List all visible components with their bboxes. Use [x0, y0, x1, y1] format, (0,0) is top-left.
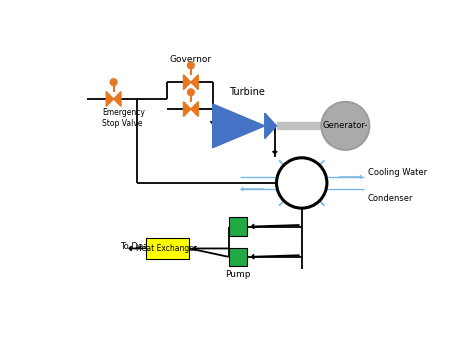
Polygon shape: [114, 91, 121, 106]
FancyBboxPatch shape: [228, 217, 247, 236]
Polygon shape: [265, 113, 276, 139]
Circle shape: [276, 158, 327, 208]
Polygon shape: [183, 75, 191, 90]
Text: To Deaerator: To Deaerator: [120, 242, 174, 251]
Polygon shape: [191, 102, 198, 117]
Polygon shape: [106, 91, 114, 106]
Text: Emergency
Stop Valve: Emergency Stop Valve: [102, 109, 145, 128]
Circle shape: [188, 89, 194, 96]
Text: Heat Exchanger-: Heat Exchanger-: [136, 244, 199, 253]
Circle shape: [321, 102, 370, 150]
FancyBboxPatch shape: [228, 248, 247, 266]
FancyBboxPatch shape: [146, 238, 189, 259]
Text: Governor: Governor: [170, 55, 212, 64]
Polygon shape: [213, 104, 265, 148]
Circle shape: [110, 79, 117, 86]
Text: Turbine: Turbine: [229, 87, 265, 97]
Polygon shape: [183, 102, 191, 117]
Text: Condenser: Condenser: [368, 194, 413, 202]
Text: Generator-: Generator-: [323, 121, 368, 131]
Text: Cooling Water: Cooling Water: [368, 168, 427, 177]
Text: Pump: Pump: [225, 270, 251, 279]
Polygon shape: [191, 75, 198, 90]
Circle shape: [188, 62, 194, 69]
